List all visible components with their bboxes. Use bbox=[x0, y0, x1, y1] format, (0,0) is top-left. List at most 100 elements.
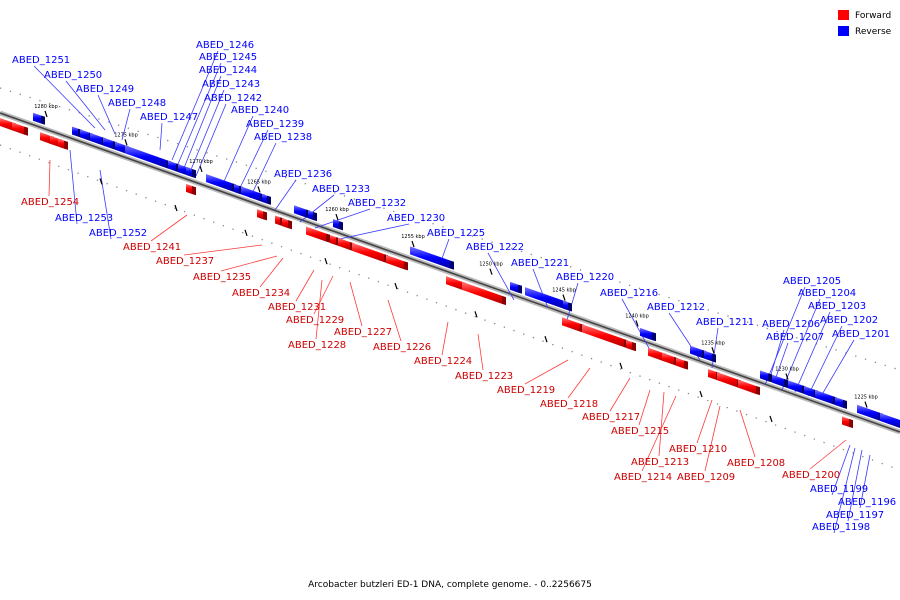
forward-gene-label: ABED_1218 bbox=[540, 399, 598, 410]
kbp-tick-label: 1230 kbp bbox=[775, 367, 799, 373]
reverse-gene-label: ABED_1220 bbox=[556, 272, 614, 283]
reverse-gene-label: ABED_1252 bbox=[89, 228, 147, 239]
reverse-gene-label: ABED_1253 bbox=[55, 213, 113, 224]
kbp-tick-label: 1225 kbp bbox=[854, 395, 878, 401]
kbp-tick-label: 1275 kbp bbox=[114, 132, 138, 138]
forward-gene-13 bbox=[386, 254, 408, 271]
reverse-gene-label: ABED_1196 bbox=[838, 497, 896, 508]
forward-gene-label: ABED_1227 bbox=[334, 327, 392, 338]
forward-gene-label: ABED_1229 bbox=[286, 315, 344, 326]
kbp-tick-label: 1255 kbp bbox=[401, 234, 425, 240]
legend-reverse-label: Reverse bbox=[855, 27, 892, 37]
forward-gene-label: ABED_1231 bbox=[268, 302, 326, 313]
reverse-gene-label: ABED_1243 bbox=[202, 79, 260, 90]
kbp-tick-label: 1280 kbp bbox=[34, 104, 58, 110]
legend-forward-swatch bbox=[838, 10, 849, 20]
forward-gene-label: ABED_1200 bbox=[782, 470, 840, 481]
forward-gene-label: ABED_1234 bbox=[232, 288, 290, 299]
kbp-tick-label: 1265 kbp bbox=[247, 179, 271, 185]
reverse-gene-label: ABED_1238 bbox=[254, 132, 312, 143]
reverse-gene-label: ABED_1242 bbox=[204, 93, 262, 104]
gene-lead-lines bbox=[33, 50, 871, 534]
forward-gene-label: ABED_1223 bbox=[455, 371, 513, 382]
reverse-gene-label: ABED_1199 bbox=[810, 484, 868, 495]
kbp-tick-label: 1260 kbp bbox=[325, 207, 349, 213]
forward-gene-label: ABED_1213 bbox=[631, 457, 689, 468]
reverse-gene-23 bbox=[704, 350, 716, 363]
kbp-tick-label: 1235 kbp bbox=[701, 340, 725, 346]
forward-gene-label: ABED_1208 bbox=[727, 458, 785, 469]
reverse-gene-label: ABED_1206 bbox=[762, 319, 820, 330]
forward-gene-label: ABED_1219 bbox=[497, 385, 555, 396]
forward-gene-18 bbox=[626, 339, 636, 352]
forward-gene-4 bbox=[58, 138, 68, 150]
genome-axis bbox=[0, 110, 900, 435]
reverse-gene-label: ABED_1232 bbox=[348, 198, 406, 209]
reverse-gene-label: ABED_1222 bbox=[466, 242, 524, 253]
gene-blocks bbox=[0, 112, 900, 429]
forward-gene-21 bbox=[676, 357, 688, 370]
reverse-gene-label: ABED_1230 bbox=[387, 213, 445, 224]
reverse-gene-31 bbox=[880, 412, 900, 428]
reverse-gene-label: ABED_1207 bbox=[766, 332, 824, 343]
gene-labels: ABED_1251 ABED_1250 ABED_1249 ABED_1248 ABED… bbox=[12, 40, 896, 533]
reverse-gene-label: ABED_1216 bbox=[600, 288, 658, 299]
reverse-gene-18 bbox=[510, 281, 522, 294]
legend: Forward Reverse bbox=[838, 10, 892, 37]
forward-gene-label: ABED_1209 bbox=[677, 472, 735, 483]
reverse-gene-label: ABED_1225 bbox=[427, 228, 485, 239]
reverse-gene-label: ABED_1203 bbox=[808, 301, 866, 312]
reverse-gene-label: ABED_1244 bbox=[199, 65, 257, 76]
reverse-gene-0 bbox=[33, 112, 45, 125]
forward-gene-label: ABED_1224 bbox=[414, 356, 472, 367]
forward-gene-label: ABED_1237 bbox=[156, 256, 214, 267]
forward-gene-label: ABED_1235 bbox=[193, 272, 251, 283]
reverse-gene-25 bbox=[772, 374, 788, 389]
forward-gene-1 bbox=[12, 122, 28, 136]
forward-gene-24 bbox=[738, 379, 760, 396]
reverse-gene-24 bbox=[760, 370, 772, 383]
reverse-gene-label: ABED_1247 bbox=[140, 112, 198, 123]
reverse-gene-label: ABED_1239 bbox=[246, 119, 304, 130]
reverse-gene-label: ABED_1197 bbox=[826, 510, 884, 521]
forward-gene-6 bbox=[257, 209, 267, 221]
kbp-ticks: 1280 kbp 1275 kbp 1270 kbp 1265 kbp 1260 kbp… bbox=[34, 104, 878, 423]
kbp-tick-label: 1250 kbp bbox=[479, 262, 503, 268]
reverse-gene-label: ABED_1204 bbox=[798, 288, 856, 299]
reverse-gene-label: ABED_1201 bbox=[832, 329, 890, 340]
kbp-tick-label: 1245 kbp bbox=[552, 288, 576, 294]
reverse-gene-label: ABED_1246 bbox=[196, 40, 254, 51]
forward-gene-5 bbox=[186, 183, 196, 196]
reverse-gene-label: ABED_1245 bbox=[199, 52, 257, 63]
legend-forward-label: Forward bbox=[855, 11, 891, 21]
reverse-gene-label: ABED_1212 bbox=[647, 302, 705, 313]
forward-gene-label: ABED_1214 bbox=[614, 472, 672, 483]
reverse-gene-29 bbox=[835, 396, 847, 409]
reverse-gene-16 bbox=[333, 219, 343, 231]
kbp-tick-label: 1240 kbp bbox=[625, 313, 649, 319]
reverse-gene-20 bbox=[563, 300, 572, 312]
reverse-gene-label: ABED_1249 bbox=[76, 84, 134, 95]
forward-gene-label: ABED_1226 bbox=[373, 342, 431, 353]
reverse-gene-label: ABED_1198 bbox=[812, 522, 870, 533]
reverse-gene-label: ABED_1233 bbox=[312, 184, 370, 195]
forward-gene-15 bbox=[462, 281, 506, 306]
legend-reverse-swatch bbox=[838, 26, 849, 36]
forward-gene-label: ABED_1254 bbox=[21, 197, 79, 208]
forward-gene-label: ABED_1241 bbox=[123, 242, 181, 253]
reverse-gene-label: ABED_1221 bbox=[511, 258, 569, 269]
forward-gene-label: ABED_1228 bbox=[288, 340, 346, 351]
kbp-tick-label: 1270 kbp bbox=[189, 159, 213, 165]
reverse-gene-label: ABED_1236 bbox=[274, 169, 332, 180]
reverse-gene-13 bbox=[262, 193, 271, 205]
genome-caption: Arcobacter butzleri ED-1 DNA, complete g… bbox=[308, 580, 592, 590]
reverse-gene-17 bbox=[410, 246, 454, 270]
reverse-gene-label: ABED_1211 bbox=[696, 317, 754, 328]
reverse-gene-label: ABED_1205 bbox=[783, 276, 841, 287]
reverse-gene-label: ABED_1240 bbox=[231, 105, 289, 116]
reverse-gene-15 bbox=[308, 210, 317, 222]
forward-gene-label: ABED_1217 bbox=[582, 412, 640, 423]
reverse-gene-9 bbox=[186, 166, 196, 179]
reverse-gene-label: ABED_1248 bbox=[108, 98, 166, 109]
